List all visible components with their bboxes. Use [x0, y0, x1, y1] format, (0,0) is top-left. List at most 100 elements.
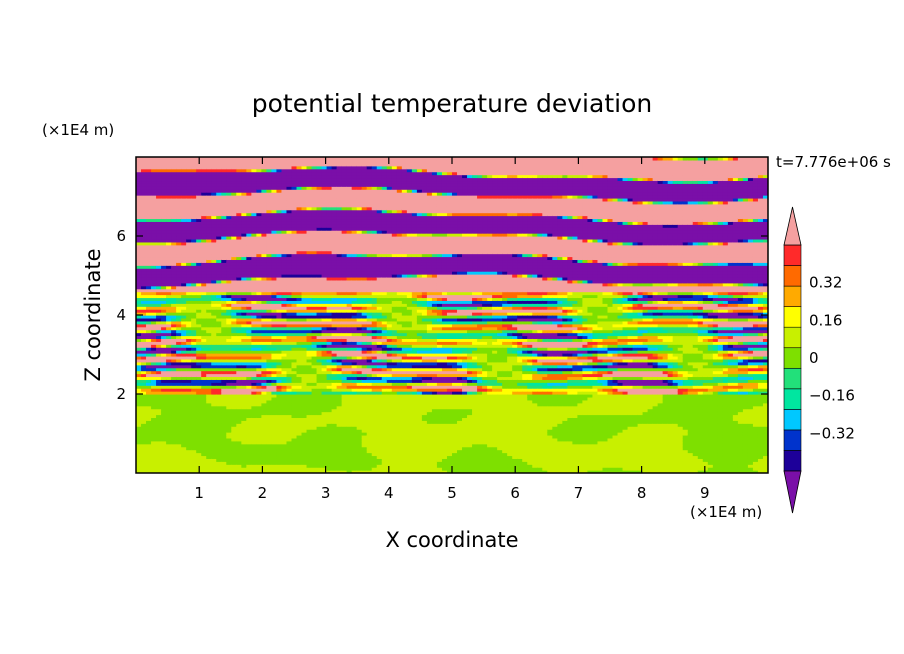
- field-cell: [196, 317, 202, 322]
- field-cell: [186, 218, 192, 222]
- field-cell: [246, 189, 252, 193]
- field-cell: [306, 326, 313, 331]
- field-cell: [196, 320, 202, 325]
- field-cell: [331, 241, 338, 246]
- field-cell: [236, 396, 242, 401]
- field-cell: [306, 396, 313, 401]
- field-cell: [341, 353, 348, 357]
- field-cell: [296, 335, 303, 340]
- field-cell: [211, 394, 217, 398]
- field-cell: [301, 206, 308, 211]
- field-cell: [151, 241, 157, 246]
- field-cell: [141, 350, 147, 354]
- field-cell: [271, 341, 278, 345]
- field-cell: [266, 180, 273, 184]
- field-cell: [176, 300, 182, 304]
- field-cell: [331, 446, 338, 451]
- field-cell: [216, 420, 222, 424]
- field-cell: [271, 282, 278, 287]
- field-cell: [166, 297, 172, 301]
- field-cell: [256, 315, 262, 319]
- field-cell: [321, 385, 328, 389]
- field-cell: [216, 458, 222, 462]
- field-cell: [246, 230, 252, 234]
- field-cell: [146, 192, 152, 196]
- field-cell: [301, 411, 308, 416]
- field-cell: [176, 320, 182, 325]
- field-cell: [156, 320, 162, 325]
- field-cell: [151, 396, 157, 401]
- field-cell: [186, 358, 192, 363]
- field-cell: [286, 315, 293, 319]
- field-cell: [171, 221, 177, 225]
- field-cell: [166, 186, 172, 190]
- field-cell: [286, 332, 293, 337]
- field-cell: [346, 203, 353, 208]
- field-cell: [296, 279, 303, 284]
- field-cell: [141, 221, 147, 225]
- field-cell: [251, 265, 257, 269]
- field-cell: [221, 276, 227, 281]
- field-cell: [186, 355, 192, 360]
- field-cell: [346, 344, 353, 348]
- field-cell: [301, 353, 308, 357]
- field-cell: [206, 157, 212, 161]
- field-cell: [356, 440, 363, 445]
- field-cell: [186, 426, 192, 430]
- field-cell: [346, 171, 353, 176]
- field-cell: [356, 429, 363, 433]
- field-cell: [221, 271, 227, 275]
- field-cell: [266, 347, 273, 351]
- field-cell: [346, 312, 353, 316]
- field-cell: [291, 426, 298, 430]
- field-cell: [321, 344, 328, 348]
- field-cell: [201, 402, 207, 407]
- field-cell: [326, 189, 333, 193]
- field-cell: [336, 157, 343, 161]
- field-cell: [331, 315, 338, 319]
- field-cell: [356, 458, 363, 462]
- field-cell: [226, 320, 232, 325]
- field-cell: [311, 312, 318, 316]
- field-cell: [331, 361, 338, 366]
- field-cell: [256, 279, 262, 284]
- field-cell: [241, 221, 247, 225]
- field-cell: [216, 309, 222, 313]
- field-cell: [361, 285, 368, 290]
- field-cell: [141, 341, 147, 345]
- field-cell: [336, 209, 343, 214]
- field-cell: [171, 358, 177, 363]
- field-cell: [161, 197, 167, 202]
- field-cell: [181, 259, 187, 263]
- field-cell: [206, 279, 212, 284]
- field-cell: [321, 171, 328, 176]
- field-cell: [276, 180, 283, 184]
- field-cell: [171, 282, 177, 287]
- field-cell: [351, 183, 358, 187]
- field-cell: [136, 434, 142, 439]
- field-cell: [171, 396, 177, 401]
- field-cell: [161, 353, 167, 357]
- field-cell: [351, 364, 358, 369]
- field-cell: [196, 212, 202, 217]
- field-cell: [236, 189, 242, 193]
- field-cell: [146, 256, 152, 261]
- field-cell: [331, 206, 338, 211]
- field-cell: [326, 180, 333, 184]
- field-cell: [146, 461, 152, 465]
- field-cell: [161, 405, 167, 410]
- field-cell: [301, 317, 308, 322]
- field-cell: [246, 452, 252, 457]
- field-cell: [226, 168, 232, 173]
- field-cell: [186, 382, 192, 386]
- field-cell: [341, 461, 348, 465]
- field-cell: [296, 452, 303, 457]
- field-cell: [271, 224, 278, 228]
- field-cell: [226, 221, 232, 225]
- field-cell: [136, 408, 142, 413]
- field-cell: [301, 385, 308, 389]
- field-cell: [281, 294, 288, 299]
- field-cell: [281, 268, 288, 272]
- field-cell: [266, 402, 273, 407]
- field-cell: [276, 382, 283, 386]
